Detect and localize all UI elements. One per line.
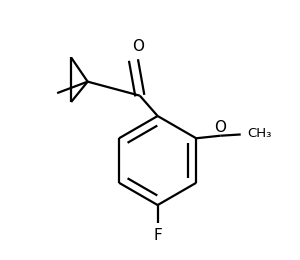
Text: CH₃: CH₃ xyxy=(247,127,272,140)
Text: O: O xyxy=(133,39,145,54)
Text: O: O xyxy=(214,120,226,135)
Text: F: F xyxy=(153,229,162,243)
